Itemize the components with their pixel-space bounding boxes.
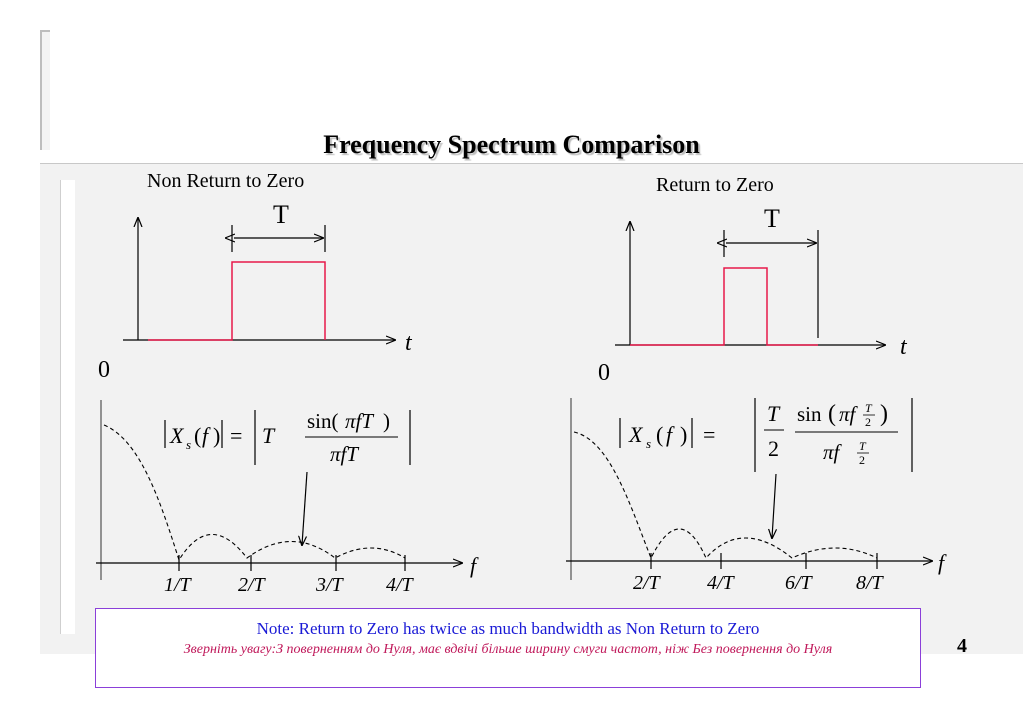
rz-title: Return to Zero	[656, 174, 774, 196]
nrz-spectrum-plot	[96, 400, 462, 580]
svg-text:πf: πf	[823, 440, 843, 464]
rz-spectrum-plot	[566, 398, 932, 580]
svg-text:=: =	[230, 423, 242, 448]
rz-formula: X s ( f ) = T 2 sin ( πf T 2 ) πf T 2	[619, 398, 913, 472]
nrz-tick-label-2: 2/T	[238, 574, 265, 596]
rz-origin-label: 0	[598, 360, 610, 386]
svg-text:s: s	[186, 437, 191, 452]
note-ukrainian: Зверніть увагу:З поверненням до Нуля, ма…	[183, 642, 833, 657]
svg-text:T: T	[859, 439, 867, 453]
nrz-period-label: T	[273, 200, 289, 229]
note-english: Note: Return to Zero has twice as much b…	[256, 619, 760, 638]
nrz-title: Non Return to Zero	[147, 170, 305, 192]
svg-text:X: X	[628, 422, 644, 447]
svg-text:T: T	[262, 423, 276, 448]
nrz-tick-label-3: 3/T	[316, 574, 343, 596]
decorative-bar-top	[40, 30, 50, 150]
nrz-formula: X s ( f ) = T sin( πfT ) πfT	[164, 409, 411, 466]
svg-text:s: s	[646, 436, 651, 451]
svg-text:): )	[383, 409, 390, 433]
rz-time-axis-label: t	[900, 334, 907, 360]
svg-text:2: 2	[768, 436, 779, 461]
rz-pulse	[630, 267, 818, 346]
svg-text:(: (	[828, 401, 836, 427]
nrz-origin-label: 0	[98, 357, 110, 383]
decorative-bar-left	[60, 180, 75, 634]
svg-text:πf: πf	[839, 402, 859, 426]
rz-period-label: T	[764, 204, 780, 233]
rz-freq-axis-label: f	[938, 550, 945, 575]
svg-text:πfT: πfT	[330, 442, 359, 466]
nrz-time-axis-label: t	[405, 330, 412, 356]
rz-tick-label-3: 6/T	[785, 572, 812, 594]
svg-text:2: 2	[859, 453, 865, 467]
rz-tick-label-1: 2/T	[633, 572, 660, 594]
svg-text:sin: sin	[797, 402, 822, 426]
nrz-time-plot	[123, 218, 395, 340]
page-number: 4	[957, 635, 967, 657]
svg-text:X: X	[169, 423, 185, 448]
svg-text:T: T	[865, 401, 873, 415]
svg-text:f: f	[666, 422, 675, 447]
svg-text:=: =	[703, 422, 715, 447]
svg-text:): )	[213, 423, 220, 448]
rz-tick-label-4: 8/T	[856, 572, 883, 594]
svg-text:(: (	[194, 423, 201, 448]
nrz-freq-axis-label: f	[470, 553, 477, 578]
rz-tick-label-2: 4/T	[707, 572, 734, 594]
nrz-tick-label-4: 4/T	[386, 574, 413, 596]
rz-pointer-arrow	[772, 473, 776, 538]
rz-spectrum-curve	[573, 431, 878, 560]
svg-text:T: T	[767, 401, 781, 426]
svg-text:πfT: πfT	[345, 409, 374, 433]
svg-text:(: (	[656, 422, 663, 447]
nrz-pulse	[148, 261, 326, 341]
svg-text:): )	[880, 401, 888, 427]
svg-text:sin(: sin(	[307, 409, 339, 433]
svg-text:2: 2	[865, 415, 871, 429]
nrz-pointer-arrow	[302, 471, 308, 545]
rz-time-plot	[615, 222, 885, 345]
nrz-spectrum-curve	[103, 424, 406, 562]
note-box: Note: Return to Zero has twice as much b…	[95, 608, 921, 688]
svg-text:f: f	[202, 423, 211, 448]
slide-title: Frequency Spectrum Comparison	[323, 130, 700, 159]
nrz-tick-label-1: 1/T	[164, 574, 191, 596]
content-background	[40, 163, 1023, 654]
svg-text:): )	[680, 422, 687, 447]
